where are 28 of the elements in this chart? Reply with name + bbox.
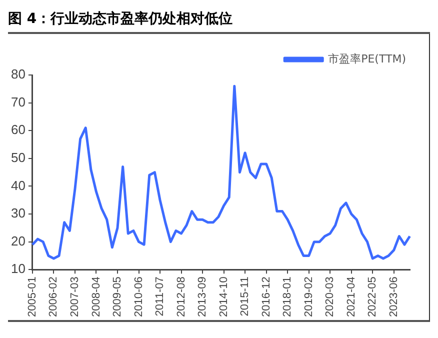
x-tick-label: 2015-11	[239, 276, 252, 316]
y-tick-label: 70	[10, 94, 26, 110]
x-tick-label: 2013-09	[196, 276, 209, 318]
x-tick-label: 2011-07	[154, 276, 166, 316]
x-tick-label: 2006-02	[48, 276, 60, 318]
x-tick-label: 2010-06	[132, 276, 145, 318]
x-tick-label: 2018-01	[282, 276, 294, 318]
y-tick-label: 60	[10, 122, 26, 138]
y-tick-label: 20	[10, 233, 26, 248]
y-tick-label: 80	[10, 66, 26, 82]
x-tick-label: 2020-03	[324, 276, 336, 318]
x-tick-label: 2019-02	[302, 276, 315, 318]
x-tick-label: 2021-04	[345, 276, 358, 318]
x-tick-label: 2016-12	[260, 276, 272, 318]
y-tick-label: 10	[10, 261, 26, 276]
x-tick-label: 2008-04	[90, 276, 102, 318]
x-tick-label: 2023-06	[388, 276, 400, 318]
y-tick-label: 30	[10, 206, 26, 221]
x-tick-label: 2005-01	[26, 276, 38, 318]
legend-label: 市盈率PE(TTM)	[328, 52, 406, 66]
x-tick-label: 2022-05	[366, 276, 379, 318]
x-tick-label: 2014-10	[218, 276, 230, 318]
x-tick-label: 2009-05	[112, 276, 124, 318]
y-tick-label: 40	[10, 178, 26, 193]
x-tick-label: 2007-03	[69, 276, 82, 318]
x-tick-label: 2012-08	[175, 276, 188, 318]
chart-title: 图 4：行业动态市盈率仍处相对低位	[8, 8, 430, 34]
y-tick-label: 50	[10, 150, 26, 165]
